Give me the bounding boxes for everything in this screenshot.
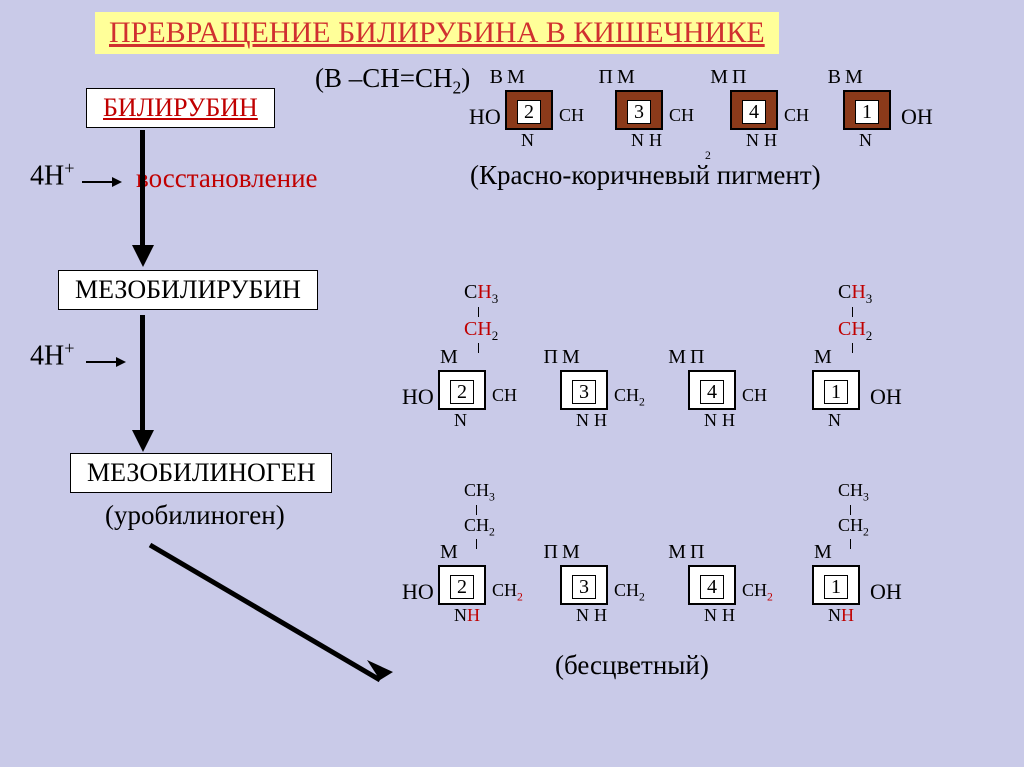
terminal-oh: OH xyxy=(901,104,933,130)
sidechain: CH3 CH2 xyxy=(464,480,495,549)
atom-n: NH xyxy=(828,605,854,626)
arrow-diagonal xyxy=(145,540,405,705)
sub-m: М xyxy=(617,66,635,89)
sub-b: В xyxy=(828,66,841,89)
atom-n: N xyxy=(454,410,467,431)
ring-num: 1 xyxy=(855,100,879,124)
page-title: ПРЕВРАЩЕНИЕ БИЛИРУБИНА В КИШЕЧНИКЕ xyxy=(95,12,779,54)
ring-num: 3 xyxy=(627,100,651,124)
sub-m: М xyxy=(440,346,458,369)
atom-h: H xyxy=(722,410,735,431)
sub-m: М xyxy=(562,541,580,564)
terminal-ho: HO xyxy=(402,579,434,605)
sub-m: М xyxy=(814,346,832,369)
label-4h-2: 4H+ xyxy=(30,338,75,372)
atom-n: N xyxy=(746,130,759,151)
sub-m: М xyxy=(710,66,728,89)
atom-h: H xyxy=(764,130,777,151)
ring-num: 1 xyxy=(824,380,848,404)
sub-m: М xyxy=(814,541,832,564)
sub-b: В xyxy=(490,66,503,89)
bridge: CH xyxy=(742,385,767,406)
bridge: CH2 xyxy=(614,385,645,409)
atom-n: N xyxy=(704,410,717,431)
sub-p: П xyxy=(732,66,746,89)
bridge: CH2 xyxy=(669,105,694,150)
label-b-group: (В –CH=CH2) xyxy=(315,63,470,98)
ring-num: 3 xyxy=(572,380,596,404)
box-mesobilirubin: МЕЗОБИЛИРУБИН xyxy=(58,270,318,310)
atom-n: N xyxy=(521,130,534,151)
structure-bilirubin: HO 2 М В N CH 3 М П N H CH2 4 П М N H CH… xyxy=(505,90,1005,170)
atom-h: H xyxy=(649,130,662,151)
bridge: CH2 xyxy=(614,580,645,604)
terminal-ho: HO xyxy=(402,384,434,410)
bridge: CH xyxy=(559,105,584,126)
ring-num: 1 xyxy=(824,575,848,599)
label-urobilinogen: (уробилиноген) xyxy=(105,500,285,531)
bridge: CH xyxy=(492,385,517,406)
atom-n: NH xyxy=(454,605,480,626)
structure-mesobilinogen: HO CH3 CH2 2 М NH CH2 3 М П N H CH2 4 П … xyxy=(438,565,998,665)
bridge: CH2 xyxy=(742,580,773,604)
atom-h: H xyxy=(722,605,735,626)
ring-num: 2 xyxy=(517,100,541,124)
atom-n: N xyxy=(576,410,589,431)
ring-num: 4 xyxy=(700,380,724,404)
atom-n: N xyxy=(631,130,644,151)
atom-h: H xyxy=(594,605,607,626)
sub-m: М xyxy=(845,66,863,89)
label-reduction: восстановление xyxy=(136,163,318,194)
ring-num: 2 xyxy=(450,575,474,599)
structure-mesobilirubin: HO CH3 CH2 2 М N CH 3 М П N H CH2 4 П М … xyxy=(438,370,998,470)
ring-num: 4 xyxy=(742,100,766,124)
terminal-oh: OH xyxy=(870,384,902,410)
sub-p: П xyxy=(544,541,558,564)
atom-h: H xyxy=(594,410,607,431)
sidechain: CH3 CH2 xyxy=(838,480,869,549)
bridge: CH2 xyxy=(492,580,523,604)
atom-n: N xyxy=(828,410,841,431)
sidechain: CH3 CH2 xyxy=(838,280,872,353)
atom-n: N xyxy=(859,130,872,151)
sub-p: П xyxy=(544,346,558,369)
sub-m: М xyxy=(668,541,686,564)
sub-p: П xyxy=(690,541,704,564)
ring-num: 2 xyxy=(450,380,474,404)
terminal-ho: HO xyxy=(469,104,501,130)
atom-n: N xyxy=(704,605,717,626)
ring-num: 4 xyxy=(700,575,724,599)
sub-p: П xyxy=(690,346,704,369)
sub-m: М xyxy=(440,541,458,564)
arrow-4h-2 xyxy=(86,356,126,368)
sub-m: М xyxy=(507,66,525,89)
label-4h-1: 4H+ xyxy=(30,158,75,192)
bridge: CH xyxy=(784,105,809,126)
sub-m: М xyxy=(562,346,580,369)
terminal-oh: OH xyxy=(870,579,902,605)
box-mesobilinogen: МЕЗОБИЛИНОГЕН xyxy=(70,453,332,493)
ring-num: 3 xyxy=(572,575,596,599)
arrow-4h-1 xyxy=(82,176,122,188)
atom-n: N xyxy=(576,605,589,626)
box-bilirubin: БИЛИРУБИН xyxy=(86,88,275,128)
sub-m: М xyxy=(668,346,686,369)
sub-p: П xyxy=(599,66,613,89)
sidechain: CH3 CH2 xyxy=(464,280,498,353)
